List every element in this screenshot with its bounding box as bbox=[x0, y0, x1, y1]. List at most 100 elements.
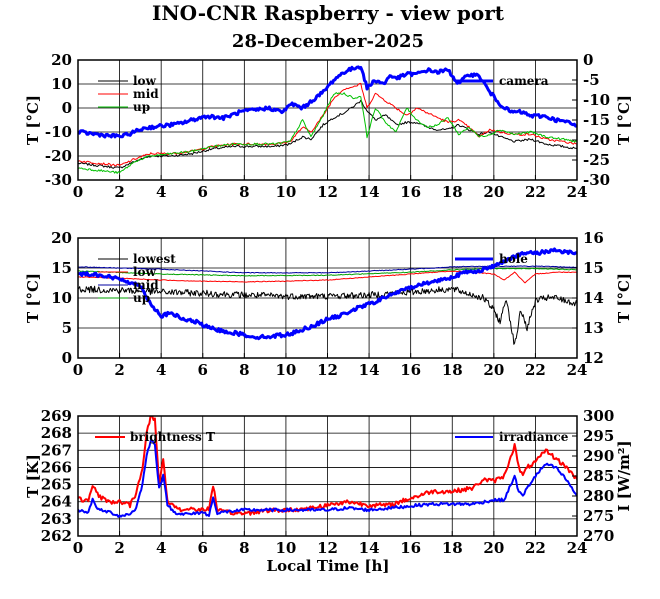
x-tick-label: 20 bbox=[483, 361, 504, 379]
y2-tick-label: 14 bbox=[583, 289, 604, 307]
series-line-lowest bbox=[78, 285, 577, 345]
x-tick-label: 12 bbox=[317, 539, 338, 557]
y-axis-label: T [°C] bbox=[24, 273, 42, 323]
y2-axis-label: I [W/m²] bbox=[615, 440, 633, 511]
series-line-camera bbox=[78, 65, 577, 139]
y2-tick-label: -10 bbox=[583, 91, 610, 109]
y-tick-label: 266 bbox=[41, 458, 72, 476]
y2-tick-label: 290 bbox=[583, 447, 614, 465]
series-line-mid bbox=[78, 82, 577, 167]
y2-tick-label: -30 bbox=[583, 171, 610, 189]
y-tick-label: 10 bbox=[51, 289, 72, 307]
y2-tick-label: 295 bbox=[583, 427, 614, 445]
y2-axis-label: T [°C] bbox=[615, 95, 633, 145]
y2-tick-label: 12 bbox=[583, 349, 604, 367]
legend-label-up: up bbox=[133, 100, 150, 114]
y2-tick-label: 270 bbox=[583, 527, 614, 545]
y2-tick-label: 280 bbox=[583, 487, 614, 505]
x-tick-label: 20 bbox=[483, 183, 504, 201]
legend-label-camera: camera bbox=[499, 74, 549, 88]
x-tick-label: 2 bbox=[114, 539, 124, 557]
y-tick-label: 10 bbox=[51, 75, 72, 93]
y2-tick-label: -20 bbox=[583, 131, 610, 149]
y-tick-label: 262 bbox=[41, 527, 72, 545]
x-tick-label: 10 bbox=[275, 361, 296, 379]
x-tick-label: 22 bbox=[525, 361, 546, 379]
y-tick-label: 5 bbox=[62, 319, 72, 337]
x-tick-label: 0 bbox=[73, 539, 83, 557]
y-tick-label: -10 bbox=[45, 123, 72, 141]
x-tick-label: 2 bbox=[114, 361, 124, 379]
y-tick-label: 268 bbox=[41, 424, 72, 442]
x-tick-label: 4 bbox=[156, 539, 166, 557]
panel-top: 0 2 4 6 8 10 12 14 16 18 20 22 24-30-20-1001020-30-2… bbox=[24, 51, 633, 201]
x-tick-label: 22 bbox=[525, 539, 546, 557]
y-tick-label: 267 bbox=[41, 441, 72, 459]
series-line-up bbox=[78, 92, 577, 174]
x-tick-label: 22 bbox=[525, 183, 546, 201]
y2-tick-label: 285 bbox=[583, 467, 614, 485]
legend-label-mid: mid bbox=[133, 278, 159, 292]
legend-label-lowest: lowest bbox=[133, 252, 176, 266]
x-tick-label: 10 bbox=[275, 183, 296, 201]
x-tick-label: 18 bbox=[442, 183, 463, 201]
x-tick-label: 6 bbox=[198, 539, 208, 557]
y-axis-label: T [°C] bbox=[24, 95, 42, 145]
x-tick-label: 4 bbox=[156, 183, 166, 201]
x-tick-label: 10 bbox=[275, 539, 296, 557]
x-tick-label: 14 bbox=[359, 183, 380, 201]
x-tick-label: 0 bbox=[73, 183, 83, 201]
x-tick-label: 2 bbox=[114, 183, 124, 201]
x-tick-label: 0 bbox=[73, 361, 83, 379]
x-tick-label: 24 bbox=[567, 361, 588, 379]
x-tick-label: 18 bbox=[442, 361, 463, 379]
x-tick-label: 20 bbox=[483, 539, 504, 557]
x-tick-label: 16 bbox=[400, 361, 421, 379]
series-line-brightness-T bbox=[78, 416, 577, 516]
x-tick-label: 16 bbox=[400, 539, 421, 557]
y-tick-label: 0 bbox=[62, 99, 72, 117]
y-axis-label: T [K] bbox=[24, 454, 42, 498]
y-tick-label: 269 bbox=[41, 407, 72, 425]
y2-tick-label: 13 bbox=[583, 319, 604, 337]
x-tick-label: 16 bbox=[400, 183, 421, 201]
y-tick-label: 20 bbox=[51, 229, 72, 247]
y2-tick-label: 16 bbox=[583, 229, 604, 247]
y2-tick-label: -15 bbox=[583, 111, 610, 129]
legend-label-mid: mid bbox=[133, 87, 159, 101]
legend-label-low: low bbox=[133, 265, 157, 279]
legend-label-up: up bbox=[133, 291, 150, 305]
y2-tick-label: 0 bbox=[583, 51, 593, 69]
y-tick-label: 264 bbox=[41, 493, 72, 511]
y2-axis-label: T [°C] bbox=[615, 273, 633, 323]
legend-label-hole: hole bbox=[499, 252, 528, 266]
x-tick-label: 6 bbox=[198, 361, 208, 379]
series-line-low bbox=[78, 99, 577, 169]
x-tick-label: 18 bbox=[442, 539, 463, 557]
y2-tick-label: 15 bbox=[583, 259, 604, 277]
x-tick-label: 14 bbox=[359, 361, 380, 379]
series-line-low bbox=[78, 270, 577, 284]
y2-tick-label: 300 bbox=[583, 407, 614, 425]
y-tick-label: 263 bbox=[41, 510, 72, 528]
y-tick-label: -30 bbox=[45, 171, 72, 189]
x-tick-label: 6 bbox=[198, 183, 208, 201]
x-tick-label: 24 bbox=[567, 183, 588, 201]
x-tick-label: 12 bbox=[317, 183, 338, 201]
x-tick-label: 14 bbox=[359, 539, 380, 557]
figure-subtitle: 28-December-2025 bbox=[232, 31, 424, 52]
y2-tick-label: -5 bbox=[583, 71, 600, 89]
y2-tick-label: 275 bbox=[583, 507, 614, 525]
x-tick-label: 12 bbox=[317, 361, 338, 379]
figure-title: INO-CNR Raspberry - view port bbox=[152, 1, 505, 25]
panel-middle: 0 2 4 6 8 10 12 14 16 18 20 22 24051015201213141516T… bbox=[24, 229, 633, 379]
panel-bottom: 0 2 4 6 8 10 12 14 16 18 20 22 242622632642652662672… bbox=[24, 407, 633, 557]
y-tick-label: 15 bbox=[51, 259, 72, 277]
legend-label-low: low bbox=[133, 74, 157, 88]
y-tick-label: 20 bbox=[51, 51, 72, 69]
x-axis-label: Local Time [h] bbox=[267, 557, 390, 575]
y2-tick-label: -25 bbox=[583, 151, 610, 169]
y-tick-label: -20 bbox=[45, 147, 72, 165]
